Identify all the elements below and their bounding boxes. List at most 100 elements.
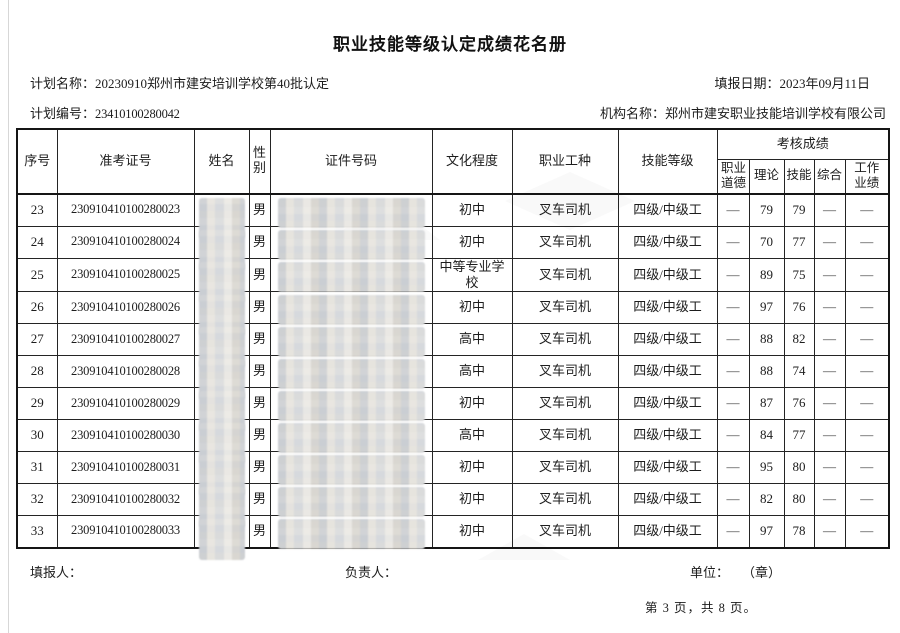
cell-name (193, 451, 250, 496)
cell-occupation: 叉车司机 (511, 193, 619, 227)
cell-id-number (269, 291, 433, 325)
cell-gender: 男 (248, 225, 271, 259)
cell-name (193, 257, 250, 303)
header-score-theory: 理论 (748, 158, 785, 195)
cell-score-skill: 75 (783, 257, 815, 292)
cell-score-skill: 80 (783, 451, 815, 484)
org-name: 机构名称：郑州市建安职业技能培训学校有限公司 (600, 103, 886, 122)
cell-ticket: 230910410100280027 (56, 323, 195, 356)
cell-score-skill: 76 (783, 387, 815, 420)
cell-gender: 男 (248, 291, 271, 324)
cell-score-work: — (844, 323, 890, 356)
cell-score-skill: 79 (783, 193, 815, 227)
cell-score-theory: 84 (748, 419, 785, 452)
plan-name-label: 计划名称： (30, 76, 96, 91)
cell-occupation: 叉车司机 (511, 387, 619, 420)
header-gender: 性别 (248, 128, 271, 195)
cell-score-ethics: — (716, 193, 750, 227)
table-row: 31 230910410100280031 男 初中 叉车司机 四级/中级工 —… (16, 451, 890, 496)
cell-score-skill: 74 (783, 355, 815, 388)
cell-occupation: 叉车司机 (511, 355, 619, 388)
cell-score-ethics: — (716, 483, 750, 516)
unit-seal-value: （章） (742, 565, 782, 580)
redacted-id-number (277, 391, 425, 421)
fill-date-value: 2023年09月11日 (779, 76, 870, 91)
cell-seq: 28 (16, 355, 58, 388)
header-occupation: 职业工种 (511, 128, 619, 195)
cell-score-comprehensive: — (813, 355, 846, 388)
cell-id-number (269, 323, 433, 357)
cell-score-work: — (844, 225, 890, 259)
cell-score-work: — (844, 193, 890, 227)
cell-seq: 24 (16, 225, 58, 259)
cell-gender: 男 (248, 483, 271, 516)
cell-score-work: — (844, 387, 890, 420)
cell-occupation: 叉车司机 (511, 419, 619, 452)
cell-education: 初中 (431, 193, 513, 227)
cell-score-theory: 88 (748, 323, 785, 356)
cell-education: 中等专业学校 (431, 257, 513, 292)
cell-name (193, 193, 250, 239)
cell-score-ethics: — (716, 419, 750, 452)
cell-occupation: 叉车司机 (511, 291, 619, 324)
cell-gender: 男 (248, 419, 271, 452)
cell-score-comprehensive: — (813, 483, 846, 516)
cell-score-skill: 80 (783, 483, 815, 516)
cell-gender: 男 (248, 451, 271, 484)
header-skill-level: 技能等级 (617, 128, 718, 195)
fill-date-label: 填报日期： (714, 76, 780, 91)
cell-score-ethics: — (716, 225, 750, 259)
cell-score-work: — (844, 291, 890, 324)
cell-score-theory: 82 (748, 483, 785, 516)
cell-score-skill: 82 (783, 323, 815, 356)
cell-seq: 25 (16, 257, 58, 292)
cell-score-comprehensive: — (813, 323, 846, 356)
cell-seq: 29 (16, 387, 58, 420)
cell-skill-level: 四级/中级工 (617, 193, 718, 227)
table-row: 27 230910410100280027 男 高中 叉车司机 四级/中级工 —… (16, 323, 890, 368)
cell-score-skill: 76 (783, 291, 815, 324)
cell-id-number (269, 193, 433, 228)
cell-seq: 27 (16, 323, 58, 356)
cell-education: 高中 (431, 355, 513, 388)
cell-education: 初中 (431, 515, 513, 548)
table-row: 26 230910410100280026 男 初中 叉车司机 四级/中级工 —… (16, 291, 890, 336)
plan-number-label: 计划编号： (30, 106, 96, 121)
cell-ticket: 230910410100280024 (56, 225, 195, 259)
cell-skill-level: 四级/中级工 (617, 257, 718, 292)
cell-score-comprehensive: — (813, 419, 846, 452)
scan-page-edge (8, 0, 9, 633)
cell-occupation: 叉车司机 (511, 225, 619, 259)
cell-education: 高中 (431, 419, 513, 452)
cell-score-theory: 97 (748, 515, 785, 548)
header-score-ethics: 职业道德 (716, 158, 750, 195)
cell-score-theory: 79 (748, 193, 785, 227)
cell-seq: 32 (16, 483, 58, 516)
cell-gender: 男 (248, 355, 271, 388)
cell-occupation: 叉车司机 (511, 323, 619, 356)
cell-id-number (269, 355, 433, 389)
cell-name (193, 323, 250, 368)
manager-label: 负责人： (345, 565, 398, 580)
table-row: 33 230910410100280033 男 初中 叉车司机 四级/中级工 —… (16, 515, 890, 560)
cell-ticket: 230910410100280030 (56, 419, 195, 452)
redacted-id-number (277, 359, 425, 389)
cell-id-number (269, 515, 433, 549)
cell-skill-level: 四级/中级工 (617, 387, 718, 420)
fill-date: 填报日期：2023年09月11日 (714, 73, 870, 92)
cell-score-ethics: — (716, 387, 750, 420)
cell-score-ethics: — (716, 323, 750, 356)
cell-skill-level: 四级/中级工 (617, 225, 718, 259)
cell-education: 高中 (431, 323, 513, 356)
redacted-id-number (277, 487, 425, 517)
cell-score-comprehensive: — (813, 225, 846, 259)
plan-name: 计划名称：20230910郑州市建安培训学校第40批认定 (30, 73, 329, 92)
cell-score-theory: 89 (748, 257, 785, 292)
cell-gender: 男 (248, 387, 271, 420)
cell-score-ethics: — (716, 515, 750, 548)
redacted-id-number (277, 229, 425, 260)
cell-name (193, 419, 250, 464)
redacted-id-number (277, 198, 425, 228)
header-name: 姓名 (193, 128, 250, 195)
